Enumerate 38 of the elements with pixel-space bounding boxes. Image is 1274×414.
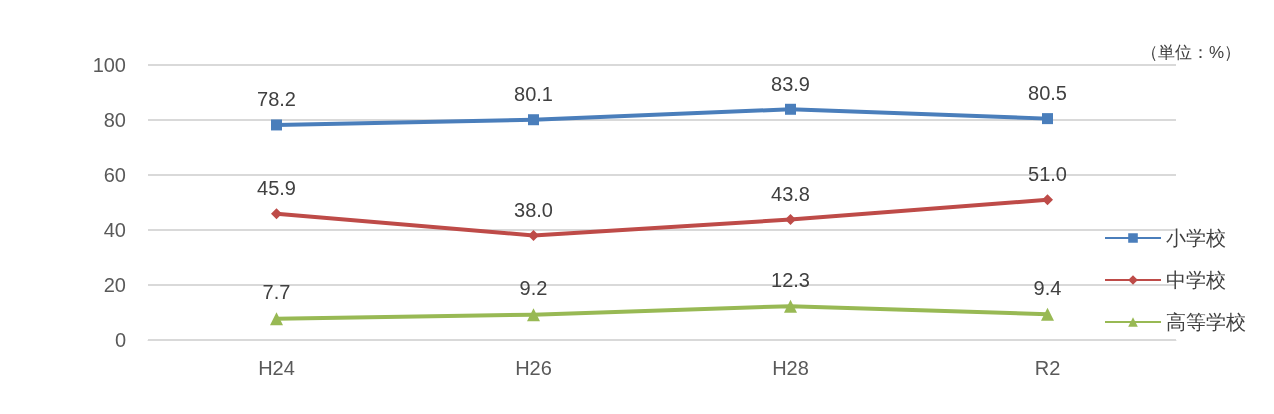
y-tick-label: 80 — [103, 109, 126, 131]
data-label: 80.1 — [514, 83, 553, 106]
text: （単位：%） — [1140, 43, 1242, 62]
data-label: 78.2 — [257, 88, 296, 111]
point — [271, 208, 282, 220]
data-label: 45.9 — [257, 177, 296, 200]
point — [785, 214, 796, 226]
point — [1042, 113, 1053, 125]
y-tick-label: 40 — [103, 219, 126, 241]
legend-label: 中学校 — [1166, 269, 1226, 291]
point — [528, 230, 539, 241]
x-tick-label: R2 — [1034, 357, 1061, 379]
point — [527, 308, 540, 322]
point — [784, 299, 797, 313]
point — [1041, 307, 1054, 321]
data-label: 51.0 — [1028, 163, 1067, 186]
data-label: 80.5 — [1028, 82, 1067, 105]
x-tick-label: H28 — [772, 357, 809, 379]
data-label: 43.8 — [771, 183, 810, 206]
data-label: 9.2 — [519, 277, 548, 300]
x-tick-label: H24 — [258, 357, 295, 379]
y-tick-label: 100 — [92, 54, 126, 76]
data-label: 9.4 — [1033, 276, 1062, 299]
legend-label: 小学校 — [1166, 227, 1226, 249]
point — [270, 312, 283, 326]
point — [1042, 194, 1053, 206]
data-label: 83.9 — [771, 72, 810, 95]
data-label: 7.7 — [262, 281, 291, 304]
y-tick-label: 0 — [114, 329, 126, 351]
x-tick-label: H26 — [515, 357, 552, 379]
legend-label: 高等学校 — [1166, 311, 1246, 333]
data-label: 12.3 — [771, 268, 810, 291]
point — [785, 103, 796, 115]
y-tick-label: 20 — [103, 274, 126, 296]
y-tick-label: 60 — [103, 164, 126, 186]
data-label: 38.0 — [514, 199, 553, 221]
point — [528, 114, 539, 126]
point — [271, 119, 282, 131]
